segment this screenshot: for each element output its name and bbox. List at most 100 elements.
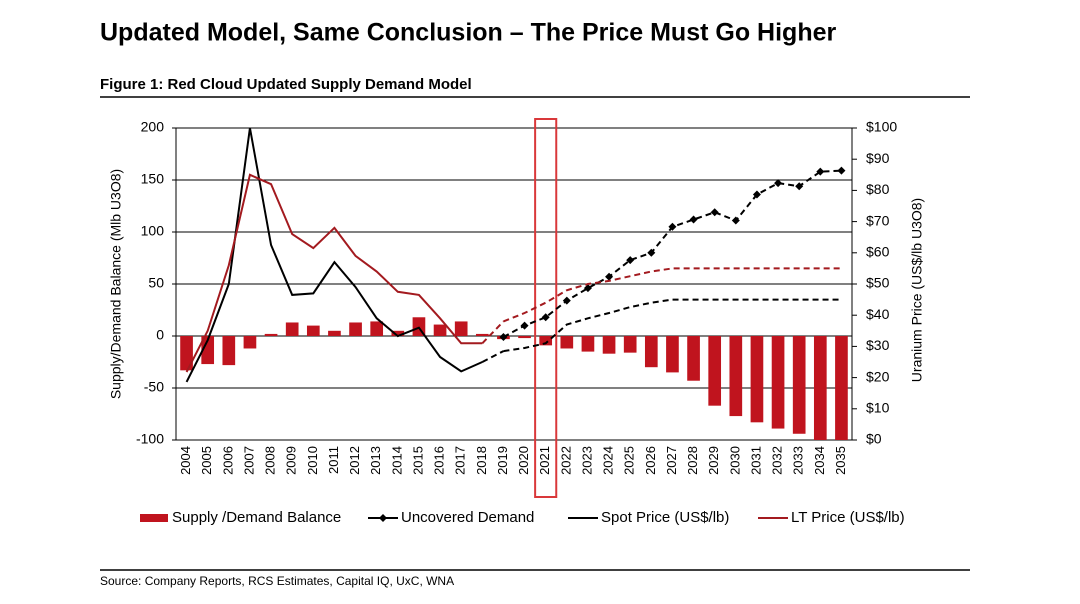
x-tick-label: 2004 <box>178 446 193 475</box>
marker <box>541 313 550 322</box>
x-tick-label: 2017 <box>453 446 468 475</box>
y2-tick-label: $60 <box>866 244 890 260</box>
x-tick-label: 2013 <box>368 446 383 475</box>
bar <box>370 321 384 336</box>
bar <box>813 336 827 440</box>
bar <box>581 336 595 352</box>
bar <box>222 336 236 366</box>
bar <box>623 336 637 353</box>
y2-tick-label: $50 <box>866 275 890 291</box>
marker <box>689 215 698 224</box>
bar <box>328 330 341 336</box>
bar <box>708 336 722 406</box>
bar <box>285 322 299 336</box>
x-tick-label: 2006 <box>220 446 235 475</box>
y2-axis-title: Uranium Price (US$/lb U3O8) <box>909 198 925 382</box>
x-tick-label: 2009 <box>284 446 299 475</box>
chart-subtitle: Figure 1: Red Cloud Updated Supply Deman… <box>100 76 472 93</box>
x-tick-label: 2028 <box>685 446 700 475</box>
legend-label: LT Price (US$/lb) <box>791 509 905 526</box>
x-tick-label: 2015 <box>410 446 425 475</box>
x-tick-label: 2026 <box>643 446 658 475</box>
source: Source: Company Reports, RCS Estimates, … <box>100 574 454 588</box>
legend-label: Uncovered Demand <box>401 509 534 526</box>
bar <box>687 336 700 381</box>
x-tick-label: 2008 <box>263 446 278 475</box>
marker <box>668 222 677 231</box>
bar <box>560 336 574 349</box>
bar <box>306 325 320 336</box>
x-tick-label: 2035 <box>833 446 848 475</box>
x-tick-label: 2024 <box>601 446 616 475</box>
marker <box>583 284 592 293</box>
bar <box>201 336 215 365</box>
bar <box>391 330 405 336</box>
y-tick-label: 200 <box>141 119 165 135</box>
line <box>502 169 842 338</box>
y-tick-label: 100 <box>141 223 165 239</box>
bar <box>475 333 489 336</box>
x-tick-label: 2019 <box>495 446 510 475</box>
bar <box>518 336 531 339</box>
line-connector <box>481 350 504 363</box>
bar <box>433 324 447 336</box>
y-tick-label: 150 <box>141 171 165 187</box>
bar <box>750 336 764 423</box>
bar <box>666 336 679 373</box>
x-tick-label: 2018 <box>474 446 489 475</box>
x-tick-label: 2025 <box>622 446 637 475</box>
bar <box>539 336 553 346</box>
marker <box>774 179 783 188</box>
marker <box>562 296 571 305</box>
y-tick-label: 50 <box>148 275 164 291</box>
x-tick-label: 2014 <box>389 446 404 475</box>
y-tick-label: -100 <box>136 431 164 447</box>
x-tick-label: 2012 <box>347 446 362 475</box>
bar <box>454 321 468 336</box>
legend-swatch <box>140 514 168 522</box>
bar <box>771 336 785 429</box>
marker <box>816 167 825 176</box>
marker <box>499 333 508 342</box>
x-tick-label: 2011 <box>326 446 341 474</box>
y-axis-title: Supply/Demand Balance (Mlb U3O8) <box>108 169 124 399</box>
line <box>185 173 483 373</box>
marker <box>837 166 846 175</box>
marker <box>647 248 656 257</box>
x-tick-label: 2030 <box>727 446 742 475</box>
x-tick-label: 2033 <box>791 446 806 475</box>
bar <box>264 333 278 336</box>
marker <box>795 182 804 191</box>
y2-tick-label: $20 <box>866 368 890 384</box>
marker <box>605 272 614 281</box>
y2-tick-label: $40 <box>866 306 890 322</box>
x-tick-label: 2007 <box>241 446 256 475</box>
bar <box>835 336 848 440</box>
bar <box>729 336 743 417</box>
x-tick-label: 2021 <box>537 446 552 475</box>
y2-tick-label: $80 <box>866 181 890 197</box>
marker <box>752 190 761 199</box>
legend-marker <box>379 514 387 522</box>
marker <box>731 216 740 225</box>
x-tick-label: 2034 <box>812 446 827 475</box>
x-tick-label: 2010 <box>305 446 320 475</box>
y2-tick-label: $30 <box>866 337 890 353</box>
x-tick-label: 2023 <box>579 446 594 475</box>
y-tick-label: 0 <box>156 327 164 343</box>
x-tick-label: 2005 <box>199 446 214 475</box>
y2-tick-label: $90 <box>866 150 890 166</box>
bar <box>349 322 362 336</box>
x-tick-label: 2022 <box>558 446 573 475</box>
y2-tick-label: $100 <box>866 119 897 135</box>
x-tick-label: 2016 <box>432 446 447 475</box>
legend-label: Supply /Demand Balance <box>172 509 341 526</box>
x-tick-label: 2027 <box>664 446 679 475</box>
marker <box>710 208 719 217</box>
x-tick-label: 2032 <box>770 446 785 475</box>
x-tick-label: 2020 <box>516 446 531 475</box>
y-tick-label: -50 <box>144 379 164 395</box>
bar <box>792 336 806 434</box>
bar <box>644 336 658 368</box>
x-tick-label: 2029 <box>706 446 721 475</box>
